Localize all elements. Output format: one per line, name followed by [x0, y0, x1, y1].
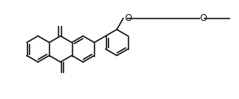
Text: O: O	[199, 14, 207, 23]
Text: O: O	[124, 14, 132, 23]
